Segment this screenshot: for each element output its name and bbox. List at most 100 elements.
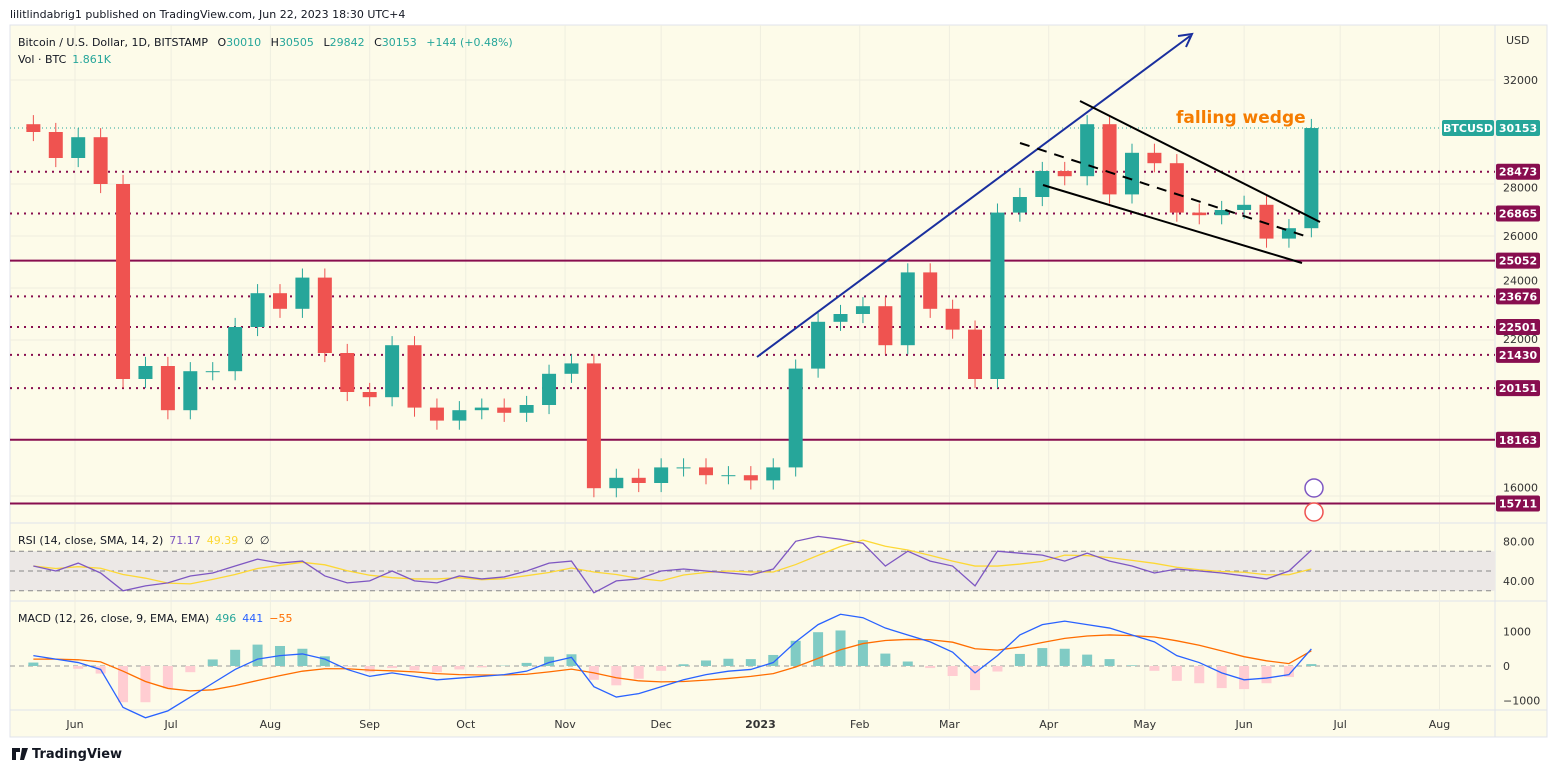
macd-histogram-bar: [521, 662, 532, 666]
macd-histogram-bar: [1171, 666, 1182, 681]
candle: [1304, 128, 1319, 229]
time-tick: Feb: [850, 718, 869, 731]
symbol-name: Bitcoin / U.S. Dollar, 1D, BITSTAMP: [18, 36, 208, 49]
macd-tick: −1000: [1503, 695, 1540, 708]
candle: [811, 321, 826, 369]
macd-legend: MACD (12, 26, close, 9, EMA, EMA) 496 441−…: [18, 612, 293, 625]
close-value: 30153: [382, 36, 417, 49]
level-label-bg: [1496, 346, 1540, 363]
candle: [945, 308, 960, 330]
time-tick: Jul: [163, 718, 177, 731]
macd-histogram-bar: [118, 666, 129, 703]
candle: [250, 293, 265, 327]
candle: [631, 477, 646, 483]
falling-wedge-annotation[interactable]: falling wedge: [1176, 108, 1306, 128]
signal-line: [33, 634, 1312, 692]
macd-histogram-bar: [700, 660, 711, 666]
time-tick: Jun: [65, 718, 83, 731]
level-label-bg: [1496, 431, 1540, 448]
candle: [923, 272, 938, 309]
last-price-bg: [1496, 120, 1540, 137]
chart-background: [9, 24, 1548, 738]
macd-histogram-bar: [813, 632, 824, 666]
candle: [698, 467, 713, 476]
candle: [654, 467, 669, 483]
rsi-legend: RSI (14, close, SMA, 14, 2) 71.17 49.39 ∅ ∅: [18, 534, 269, 547]
macd-histogram-bar: [678, 664, 689, 666]
candle: [429, 407, 444, 421]
candle: [93, 137, 108, 184]
time-tick: Aug: [260, 718, 281, 731]
macd-histogram-bar: [633, 666, 644, 679]
candle: [1147, 152, 1162, 164]
macd-histogram-bar: [431, 666, 442, 673]
price-tick: 28000: [1503, 182, 1538, 195]
candle: [586, 363, 601, 489]
macd-histogram-bar: [1014, 653, 1025, 666]
level-label: 25052: [1499, 255, 1537, 268]
candle: [1102, 124, 1117, 195]
macd-histogram-bar: [476, 666, 487, 668]
candle: [519, 405, 534, 413]
macd-histogram-bar: [1082, 654, 1093, 666]
candle: [116, 184, 131, 379]
level-label: 26865: [1499, 208, 1537, 221]
macd-histogram-bar: [656, 666, 667, 671]
candle: [340, 353, 355, 392]
arrow-head-icon: [1177, 32, 1194, 48]
candle: [1080, 124, 1095, 177]
macd-histogram-bar: [364, 666, 375, 673]
candle: [1012, 197, 1027, 213]
candle: [788, 368, 803, 468]
level-label: 21430: [1499, 349, 1538, 362]
macd-histogram-bar: [902, 661, 913, 666]
macd-histogram-bar: [1104, 659, 1115, 666]
candle: [1192, 212, 1207, 216]
candle: [71, 137, 86, 158]
macd-histogram-bar: [1194, 666, 1205, 684]
time-tick: Mar: [939, 718, 960, 731]
candle: [474, 407, 489, 411]
macd-histogram-bar: [1283, 666, 1294, 678]
macd-tick: 1000: [1503, 626, 1531, 639]
price-tick: 24000: [1503, 274, 1538, 287]
time-tick: Apr: [1039, 718, 1059, 731]
time-tick: Jul: [1333, 718, 1347, 731]
macd-histogram-bar: [73, 666, 84, 669]
candle: [160, 366, 175, 411]
candle: [1057, 171, 1072, 177]
level-label-bg: [1496, 252, 1540, 269]
high-value: 30505: [279, 36, 314, 49]
time-tick: Dec: [651, 718, 672, 731]
candle: [272, 293, 287, 309]
tradingview-logo[interactable]: TradingView: [32, 747, 122, 762]
macd-histogram-bar: [387, 666, 398, 669]
candle: [205, 371, 220, 373]
volume-legend: Vol · BTC 1.861K: [18, 53, 112, 66]
macd-histogram-bar: [28, 662, 39, 666]
macd-histogram-bar: [880, 653, 891, 666]
candle: [183, 371, 198, 411]
rsi-tick: 40.00: [1503, 575, 1535, 588]
candle: [990, 212, 1005, 379]
time-tick: Aug: [1429, 718, 1450, 731]
candle: [317, 277, 332, 353]
low-value: 29842: [330, 36, 365, 49]
macd-histogram-bar: [1037, 648, 1048, 666]
macd-histogram-bar: [1306, 664, 1317, 666]
level-label-bg: [1496, 163, 1540, 180]
candle: [228, 327, 243, 372]
macd-histogram-bar: [1126, 665, 1137, 666]
candle: [1259, 204, 1274, 239]
macd-histogram-bar: [611, 666, 622, 686]
candle: [743, 475, 758, 481]
us-flag-icon: [1304, 502, 1324, 522]
macd-histogram-bar: [454, 666, 465, 670]
macd-histogram-bar: [970, 666, 981, 691]
time-tick: Sep: [359, 718, 380, 731]
currency-label: USD: [1506, 34, 1530, 47]
candle: [1214, 210, 1229, 216]
candle: [362, 392, 377, 398]
macd-histogram-bar: [207, 659, 218, 666]
